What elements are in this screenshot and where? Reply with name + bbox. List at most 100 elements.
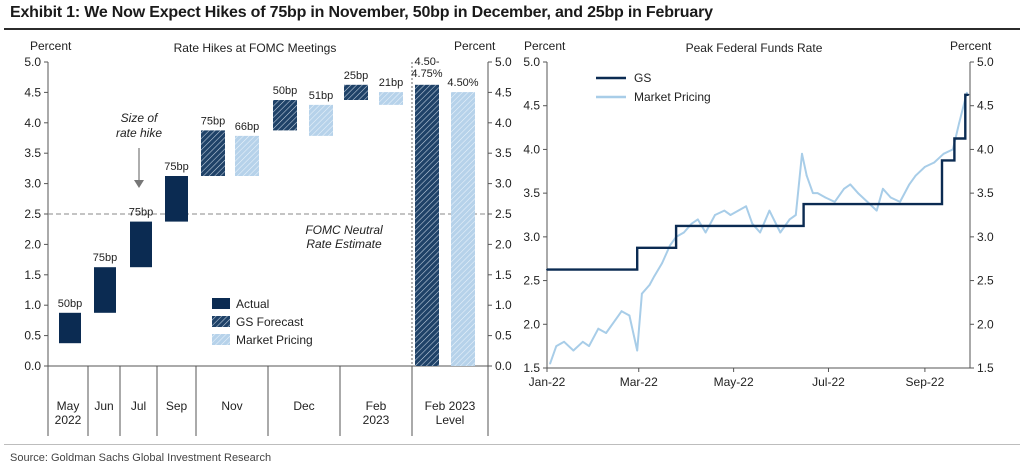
data-point-market-pricing [889,196,892,199]
bar-gs-forecast [415,84,439,367]
data-point-market-pricing [933,161,936,164]
bar-actual [94,267,116,313]
legend-label-market-pricing: Market Pricing [236,333,313,347]
y-tick-label-left: 1.0 [24,298,41,312]
bar-value-label: 4.50% [447,77,478,89]
y-tick-label-left: 4.0 [523,142,540,156]
chart-title: Rate Hikes at FOMC Meetings [174,41,337,55]
y-tick-label-right: 5.0 [977,55,994,69]
y-tick-label-right: 4.5 [495,85,512,99]
y-tick-label-left: 4.0 [24,116,41,130]
data-point-market-pricing [597,327,600,330]
y-axis-label-right: Percent [454,39,496,53]
series-line-market-pricing [549,92,968,364]
y-tick-label-right: 3.5 [495,146,512,160]
bar-gs-forecast [344,84,368,100]
data-point-market-pricing [714,214,716,216]
x-category-label: Sep [166,399,188,413]
legend-label-gs: GS [634,71,651,85]
bar-market-pricing [451,92,475,366]
bar-value-label: 50bp [58,298,82,310]
data-point-gs [636,268,639,271]
data-point-market-pricing [801,152,803,155]
y-tick-label-left: 5.0 [24,55,41,69]
data-point-market-pricing [914,174,917,177]
data-point-market-pricing [682,231,685,234]
data-point-market-pricing [620,310,623,313]
x-tick-label: Sep-22 [906,375,945,389]
y-tick-label-right: 3.0 [977,230,994,244]
y-tick-label-right: 1.0 [495,298,512,312]
data-point-market-pricing [636,349,639,352]
legend-swatch-market-pricing [212,334,230,345]
legend-label-market-pricing: Market Pricing [634,90,711,104]
data-point-gs [802,225,805,227]
x-category-label: Nov [221,399,242,413]
data-point-market-pricing [908,183,911,186]
data-point-gs [964,137,967,140]
data-point-gs [802,203,805,205]
bar-market-pricing [309,104,333,136]
y-tick-label-right: 2.0 [977,317,994,331]
y-tick-label-left: 2.0 [24,237,41,251]
y-tick-label-left: 0.0 [24,359,41,373]
y-tick-label-left: 5.0 [523,55,540,69]
x-category-label: Jun [94,399,113,413]
data-point-gs [941,159,943,162]
data-point-market-pricing [690,222,693,225]
y-tick-label-right: 0.0 [495,359,512,373]
y-tick-label-left: 2.5 [523,274,540,288]
data-point-market-pricing [723,209,726,212]
bar-value-label: 75bp [201,115,225,127]
data-point-market-pricing [958,122,961,125]
data-point-market-pricing [572,349,575,352]
data-point-market-pricing [882,187,884,190]
data-point-market-pricing [661,262,663,264]
bar-value-label: 51bp [309,90,333,102]
data-point-market-pricing [640,292,643,295]
y-tick-label-left: 3.5 [523,186,540,200]
data-point-market-pricing [653,275,656,278]
data-point-market-pricing [812,192,814,195]
data-point-market-pricing [737,209,740,212]
bar-gs-forecast [201,130,225,176]
y-tick-label-left: 1.5 [24,268,41,282]
bar-value-label: 75bp [93,252,117,264]
x-category-label: Feb 2023 Level [425,399,476,427]
data-point-gs [636,246,639,249]
data-point-gs [546,268,548,271]
bar-value-label: 4.50-4.75% [411,56,442,80]
data-point-market-pricing [924,166,926,168]
data-point-market-pricing [549,362,552,365]
x-tick-label: May-22 [714,375,754,389]
data-point-market-pricing [816,192,819,195]
neutral-rate-label: FOMC Neutral Rate Estimate [305,223,383,251]
y-tick-label-right: 0.5 [495,329,512,343]
y-tick-label-right: 3.5 [977,186,994,200]
data-point-market-pricing [555,345,558,348]
data-point-market-pricing [605,332,607,334]
data-point-market-pricing [768,209,771,212]
bar-value-label: 66bp [235,121,259,133]
data-point-gs [675,246,677,249]
y-tick-label-right: 2.5 [977,274,994,288]
y-axis-label-right: Percent [950,39,992,53]
legend-swatch-gs-forecast [212,316,230,327]
y-axis-label-left: Percent [524,39,566,53]
bar-value-label: 21bp [379,77,403,89]
data-point-market-pricing [648,284,651,286]
y-tick-label-right: 3.0 [495,177,512,191]
y-tick-label-right: 4.0 [495,116,512,130]
data-point-market-pricing [942,152,945,155]
bar-value-label: 50bp [273,85,297,97]
data-point-market-pricing [745,205,747,208]
data-point-market-pricing [805,174,808,177]
data-point-market-pricing [875,209,878,212]
x-category-label: May 2022 [55,399,82,427]
source-note: Source: Goldman Sachs Global Investment … [10,452,272,464]
data-point-market-pricing [759,231,761,234]
y-tick-label-right: 2.0 [495,237,512,251]
data-point-market-pricing [857,192,859,195]
data-point-market-pricing [866,200,869,203]
data-point-gs [964,93,967,96]
